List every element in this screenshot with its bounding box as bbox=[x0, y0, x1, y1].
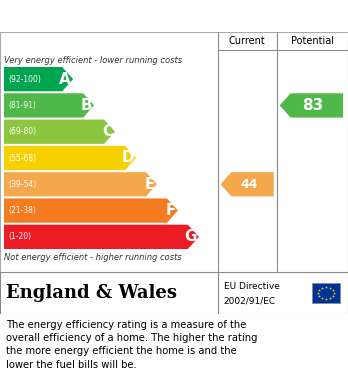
Polygon shape bbox=[4, 93, 94, 118]
Text: (55-68): (55-68) bbox=[8, 154, 36, 163]
Text: Not energy efficient - higher running costs: Not energy efficient - higher running co… bbox=[4, 253, 182, 262]
Text: (92-100): (92-100) bbox=[8, 75, 41, 84]
Polygon shape bbox=[4, 172, 157, 196]
Text: A: A bbox=[60, 72, 71, 87]
Polygon shape bbox=[4, 198, 178, 223]
Text: F: F bbox=[166, 203, 176, 218]
Text: (21-38): (21-38) bbox=[8, 206, 36, 215]
Text: (81-91): (81-91) bbox=[8, 101, 36, 110]
Polygon shape bbox=[221, 172, 274, 196]
Text: (1-20): (1-20) bbox=[8, 232, 31, 241]
Text: 2002/91/EC: 2002/91/EC bbox=[223, 297, 276, 306]
Text: (69-80): (69-80) bbox=[8, 127, 36, 136]
Text: 83: 83 bbox=[302, 98, 324, 113]
Text: G: G bbox=[184, 230, 197, 244]
Text: The energy efficiency rating is a measure of the
overall efficiency of a home. T: The energy efficiency rating is a measur… bbox=[6, 320, 258, 369]
Text: E: E bbox=[144, 177, 155, 192]
Text: Current: Current bbox=[229, 36, 266, 46]
Polygon shape bbox=[4, 120, 115, 144]
Text: B: B bbox=[80, 98, 92, 113]
Polygon shape bbox=[4, 225, 199, 249]
Bar bbox=[312, 283, 340, 303]
Text: C: C bbox=[102, 124, 113, 139]
Text: Energy Efficiency Rating: Energy Efficiency Rating bbox=[10, 9, 220, 23]
Text: D: D bbox=[121, 151, 134, 165]
Polygon shape bbox=[4, 67, 73, 91]
Text: Very energy efficient - lower running costs: Very energy efficient - lower running co… bbox=[4, 56, 182, 65]
Text: England & Wales: England & Wales bbox=[6, 284, 177, 302]
Text: 44: 44 bbox=[240, 178, 258, 191]
Text: Potential: Potential bbox=[291, 36, 334, 46]
Text: (39-54): (39-54) bbox=[8, 180, 36, 189]
Polygon shape bbox=[4, 146, 136, 170]
Text: EU Directive: EU Directive bbox=[223, 282, 279, 291]
Polygon shape bbox=[280, 93, 343, 118]
